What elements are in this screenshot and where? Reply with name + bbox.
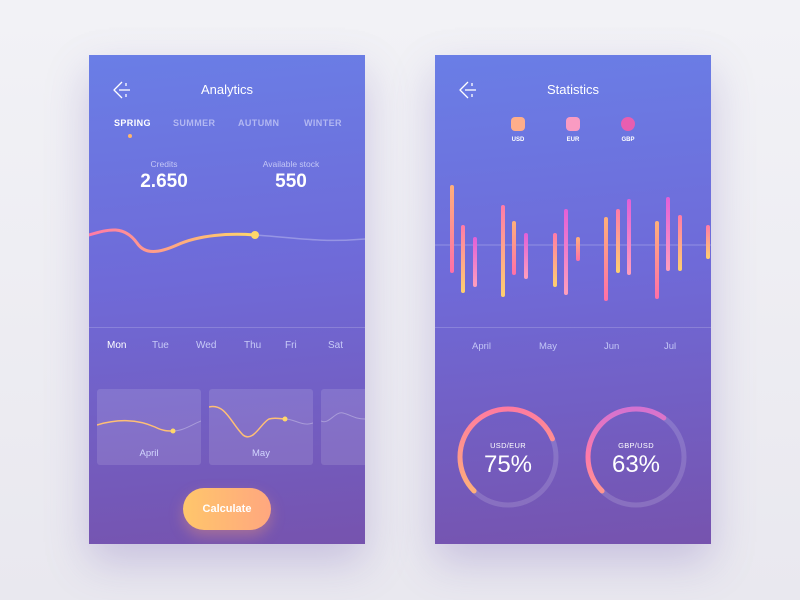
- active-tab-indicator: [128, 134, 132, 138]
- bar: [553, 233, 557, 287]
- bar: [576, 237, 580, 261]
- chart-line-future: [254, 234, 365, 242]
- month-label-may[interactable]: May: [539, 341, 557, 352]
- back-arrow-icon[interactable]: [457, 79, 479, 101]
- day-selector: Mon Tue Wed Thu Fri Sat: [107, 340, 365, 356]
- day-thu[interactable]: Thu: [244, 340, 262, 351]
- usd-label: USD: [511, 137, 525, 143]
- currency-bars-chart: [435, 185, 711, 301]
- gbp-usd-label: GBP/USD: [618, 441, 654, 450]
- statistics-screen: Statistics USD EUR GBP: [435, 55, 711, 544]
- day-sat[interactable]: Sat: [328, 340, 344, 351]
- tab-summer[interactable]: SUMMER: [173, 118, 216, 128]
- divider: [89, 327, 365, 328]
- available-stock-value: 550: [275, 171, 307, 192]
- gbp-color-dot[interactable]: [621, 117, 635, 131]
- credits-line-chart: [89, 228, 365, 253]
- tab-autumn[interactable]: AUTUMN: [238, 118, 280, 128]
- bar: [450, 185, 454, 273]
- gbp-usd-gauge: [585, 406, 687, 508]
- month-card-may[interactable]: May: [209, 389, 313, 465]
- bar: [501, 205, 505, 297]
- month-card-april[interactable]: April: [97, 389, 201, 465]
- day-fri[interactable]: Fri: [285, 340, 297, 351]
- currency-legend: USD EUR GBP: [503, 117, 643, 147]
- gbp-label: GBP: [621, 137, 635, 143]
- month-label-jun[interactable]: Jun: [604, 341, 620, 352]
- tab-winter[interactable]: WINTER: [304, 118, 342, 128]
- usd-eur-gauge: [457, 406, 559, 508]
- page-title: Analytics: [200, 82, 254, 97]
- bar: [706, 225, 710, 259]
- credits-label: Credits: [150, 159, 178, 169]
- bar: [524, 233, 528, 279]
- day-mon[interactable]: Mon: [107, 340, 127, 351]
- tab-spring[interactable]: SPRING: [114, 118, 151, 128]
- usd-color-dot[interactable]: [511, 117, 525, 131]
- eur-label: EUR: [566, 137, 580, 143]
- bar: [473, 237, 477, 287]
- bar: [564, 209, 568, 295]
- bar: [678, 215, 682, 271]
- month-label-april[interactable]: April: [472, 341, 492, 352]
- chart-point-current: [251, 231, 259, 239]
- mini-line-chart: [209, 405, 313, 438]
- bar: [666, 197, 670, 271]
- month-label-jul[interactable]: Jul: [664, 341, 677, 352]
- card-label: May: [252, 448, 270, 459]
- credits-value: 2.650: [140, 171, 188, 192]
- season-tabs: SPRING SUMMER AUTUMN WINTER: [114, 118, 365, 138]
- mini-line-chart: [321, 412, 365, 423]
- gauge-arc: [585, 406, 687, 508]
- analytics-screen: Analytics SPRING SUMMER AUTUMN WINTER Cr…: [89, 55, 365, 544]
- bar: [604, 217, 608, 301]
- bar: [616, 209, 620, 273]
- day-tue[interactable]: Tue: [152, 340, 169, 351]
- divider: [435, 327, 711, 328]
- chart-line-past: [89, 228, 257, 253]
- bar: [461, 225, 465, 293]
- available-stock-label: Available stock: [262, 159, 320, 169]
- month-card-next[interactable]: [321, 389, 365, 465]
- usd-eur-label: USD/EUR: [490, 441, 526, 450]
- page-title: Statistics: [546, 82, 599, 97]
- eur-color-dot[interactable]: [566, 117, 580, 131]
- bar: [627, 199, 631, 275]
- bar: [655, 221, 659, 299]
- usd-eur-value: 75%: [483, 451, 533, 478]
- card-label: April: [139, 448, 159, 459]
- calculate-button[interactable]: Calculate: [183, 488, 271, 530]
- back-arrow-icon[interactable]: [111, 79, 133, 101]
- day-wed[interactable]: Wed: [196, 340, 217, 351]
- gauge-arc: [457, 406, 559, 508]
- gbp-usd-value: 63%: [611, 451, 661, 478]
- mini-line-chart: [97, 420, 201, 434]
- bar: [512, 221, 516, 275]
